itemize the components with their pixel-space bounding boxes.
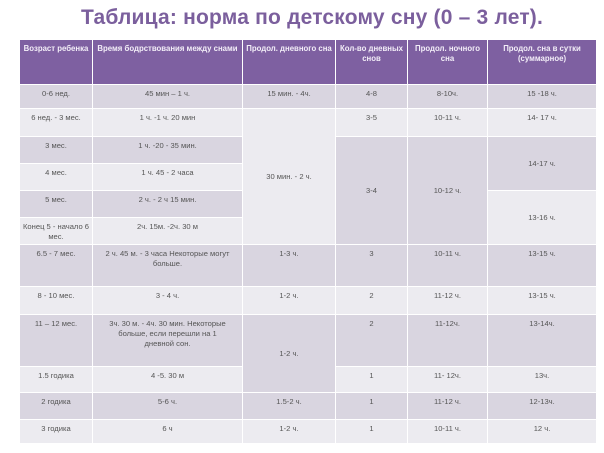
cell-night-sleep: 11- 12ч. (408, 367, 488, 393)
cell-night-sleep: 11-12 ч. (408, 287, 488, 315)
cell-day-sleep: 1-3 ч. (243, 245, 336, 287)
cell-night-sleep: 8-10ч. (408, 85, 488, 109)
cell-total-sleep: 15 -18 ч. (488, 85, 597, 109)
cell-total-sleep: 14-17 ч. (488, 137, 597, 191)
cell-total-sleep: 12 ч. (488, 420, 597, 444)
cell-total-sleep: 13-14ч. (488, 315, 597, 367)
page-title: Таблица: норма по детскому сну (0 – 3 ле… (80, 6, 544, 29)
cell-wake: 6 ч (93, 420, 243, 444)
cell-night-sleep: 10-11 ч. (408, 420, 488, 444)
table-row: 2 годика 5-6 ч. 1.5-2 ч. 1 11-12 ч. 12-1… (20, 393, 597, 420)
header-wake: Время бодрствования между снами (93, 40, 243, 85)
table-row: 3 мес. 1 ч. -20 - 35 мин. 3-4 10-12 ч. 1… (20, 137, 597, 245)
cell-wake: 2 ч. 45 м. - 3 часа Некоторые могут боль… (93, 245, 243, 287)
table-row: Конец 5 - начало 6 мес. 2ч. 15м. -2ч. 30… (20, 218, 597, 245)
cell-naps: 1 (336, 420, 408, 444)
cell-age: 3 мес. (20, 137, 93, 164)
cell-age: 3 годика (20, 420, 93, 444)
cell-naps: 4-8 (336, 85, 408, 109)
table-row: 1.5 годика 4 -5. 30 м 1 11- 12ч. 13ч. (20, 367, 597, 393)
header-naps: Кол-во дневных снов (336, 40, 408, 85)
cell-day-sleep: 30 мин. - 2 ч. (243, 109, 336, 245)
cell-naps: 3-5 (336, 109, 408, 137)
cell-total-sleep: 12-13ч. (488, 393, 597, 420)
table-row: 6 нед. - 3 мес. 1 ч. -1 ч. 20 мин 30 мин… (20, 109, 597, 245)
cell-night-sleep: 11-12ч. (408, 315, 488, 367)
cell-naps: 2 (336, 315, 408, 367)
cell-total-sleep: 13ч. (488, 367, 597, 393)
table-row: 0-6 нед. 45 мин – 1 ч. 15 мин. - 4ч. 4-8… (20, 85, 597, 109)
cell-age: 2 годика (20, 393, 93, 420)
cell-day-sleep: 1.5-2 ч. (243, 393, 336, 420)
cell-wake: 1 ч. -20 - 35 мин. (93, 137, 243, 164)
header-day-sleep: Продол. дневного сна (243, 40, 336, 85)
cell-naps: 3-4 (336, 137, 408, 245)
cell-night-sleep: 10-11 ч. (408, 245, 488, 287)
cell-wake: 45 мин – 1 ч. (93, 85, 243, 109)
cell-wake: 3ч. 30 м. - 4ч. 30 мин. Некоторые больше… (93, 315, 243, 367)
header-total-sleep: Продол. сна в сутки (суммарное) (488, 40, 597, 85)
cell-age: 0-6 нед. (20, 85, 93, 109)
table-row: 8 - 10 мес. 3 - 4 ч. 1-2 ч. 2 11-12 ч. 1… (20, 287, 597, 315)
table-row: 4 мес. 1 ч. 45 - 2 часа (20, 164, 597, 191)
sleep-norms-table: Возраст ребенка Время бодрствования межд… (20, 40, 597, 444)
cell-age: 11 – 12 мес. (20, 315, 93, 367)
cell-wake: 3 - 4 ч. (93, 287, 243, 315)
table-row: 6.5 - 7 мес. 2 ч. 45 м. - 3 часа Некотор… (20, 245, 597, 287)
cell-total-sleep: 13-16 ч. (488, 191, 597, 245)
header-row: Возраст ребенка Время бодрствования межд… (20, 40, 597, 85)
cell-night-sleep: 10-12 ч. (408, 137, 488, 245)
cell-wake: 2ч. 15м. -2ч. 30 м (93, 218, 243, 245)
header-age: Возраст ребенка (20, 40, 93, 85)
cell-total-sleep: 14- 17 ч. (488, 109, 597, 137)
cell-age: 1.5 годика (20, 367, 93, 393)
cell-age: 5 мес. (20, 191, 93, 218)
cell-night-sleep: 10-11 ч. (408, 109, 488, 137)
cell-age: 4 мес. (20, 164, 93, 191)
cell-wake: 1 ч. -1 ч. 20 мин (93, 109, 243, 137)
table-row: 5 мес. 2 ч. - 2 ч 15 мин. 13-16 ч. (20, 191, 597, 245)
cell-wake: 1 ч. 45 - 2 часа (93, 164, 243, 191)
cell-naps: 2 (336, 287, 408, 315)
cell-total-sleep: 13-15 ч. (488, 245, 597, 287)
cell-wake: 4 -5. 30 м (93, 367, 243, 393)
cell-wake: 2 ч. - 2 ч 15 мин. (93, 191, 243, 218)
cell-day-sleep: 1-2 ч. (243, 420, 336, 444)
cell-naps: 1 (336, 393, 408, 420)
cell-day-sleep: 15 мин. - 4ч. (243, 85, 336, 109)
cell-age: 8 - 10 мес. (20, 287, 93, 315)
cell-total-sleep: 13-15 ч. (488, 287, 597, 315)
cell-day-sleep: 1-2 ч. (243, 287, 336, 315)
cell-night-sleep: 11-12 ч. (408, 393, 488, 420)
header-night-sleep: Продол. ночного сна (408, 40, 488, 85)
cell-naps: 3 (336, 245, 408, 287)
cell-naps: 1 (336, 367, 408, 393)
table-row: 11 – 12 мес. 3ч. 30 м. - 4ч. 30 мин. Нек… (20, 315, 597, 393)
cell-day-sleep: 1-2 ч. (243, 315, 336, 393)
cell-wake: 5-6 ч. (93, 393, 243, 420)
cell-age: 6 нед. - 3 мес. (20, 109, 93, 137)
cell-age: 6.5 - 7 мес. (20, 245, 93, 287)
table-row: 3 годика 6 ч 1-2 ч. 1 10-11 ч. 12 ч. (20, 420, 597, 444)
cell-age: Конец 5 - начало 6 мес. (20, 218, 93, 245)
